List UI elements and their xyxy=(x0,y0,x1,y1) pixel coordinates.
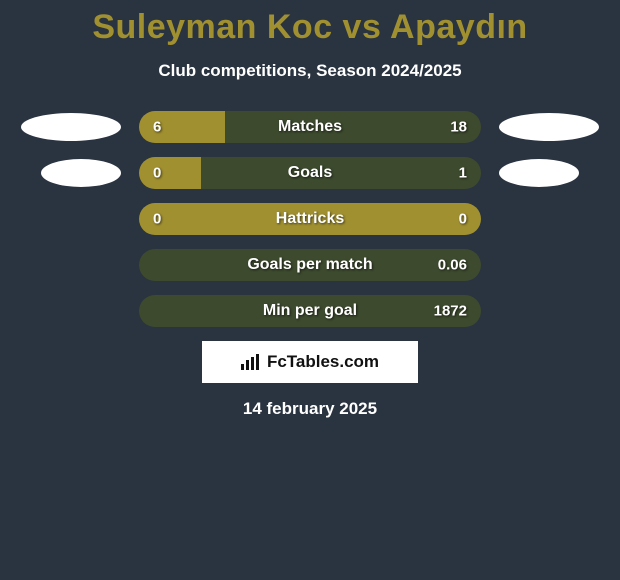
stat-bar: 0 0 Hattricks xyxy=(139,203,481,235)
subtitle: Club competitions, Season 2024/2025 xyxy=(0,61,620,81)
value-right: 1872 xyxy=(434,303,467,320)
bar-label: Min per goal xyxy=(263,302,357,320)
bar-left-fill xyxy=(139,157,201,189)
stat-bar: 0 1 Goals xyxy=(139,157,481,189)
stat-bar: 6 18 Matches xyxy=(139,111,481,143)
value-right: 1 xyxy=(459,165,467,182)
date-text: 14 february 2025 xyxy=(0,399,620,419)
value-left: 0 xyxy=(153,165,161,182)
player-right-ellipse xyxy=(499,159,579,187)
page-title: Suleyman Koc vs Apaydın xyxy=(0,0,620,47)
value-right: 0 xyxy=(459,211,467,228)
bar-label: Goals xyxy=(288,164,332,182)
bar-label: Matches xyxy=(278,118,342,136)
bar-label: Goals per match xyxy=(247,256,372,274)
stat-rows: 6 18 Matches 0 1 Goals 0 0 Hattricks 0.06 Goals pe… xyxy=(0,111,620,327)
bar-label: Hattricks xyxy=(276,210,344,228)
stat-row: 0 0 Hattricks xyxy=(0,203,620,235)
stat-bar: 1872 Min per goal xyxy=(139,295,481,327)
bar-right-fill xyxy=(225,111,482,143)
value-right: 18 xyxy=(450,119,467,136)
player-left-ellipse xyxy=(21,113,121,141)
value-right: 0.06 xyxy=(438,257,467,274)
stat-bar: 0.06 Goals per match xyxy=(139,249,481,281)
stat-row: 1872 Min per goal xyxy=(0,295,620,327)
player-left-ellipse xyxy=(41,159,121,187)
stat-row: 0 1 Goals xyxy=(0,157,620,189)
value-left: 0 xyxy=(153,211,161,228)
stat-row: 0.06 Goals per match xyxy=(0,249,620,281)
bar-right-fill xyxy=(201,157,481,189)
stat-row: 6 18 Matches xyxy=(0,111,620,143)
branding-text: FcTables.com xyxy=(267,352,379,372)
branding-badge: FcTables.com xyxy=(202,341,418,383)
bar-left-fill xyxy=(139,111,225,143)
player-right-ellipse xyxy=(499,113,599,141)
value-left: 6 xyxy=(153,119,161,136)
bars-icon xyxy=(241,354,261,370)
